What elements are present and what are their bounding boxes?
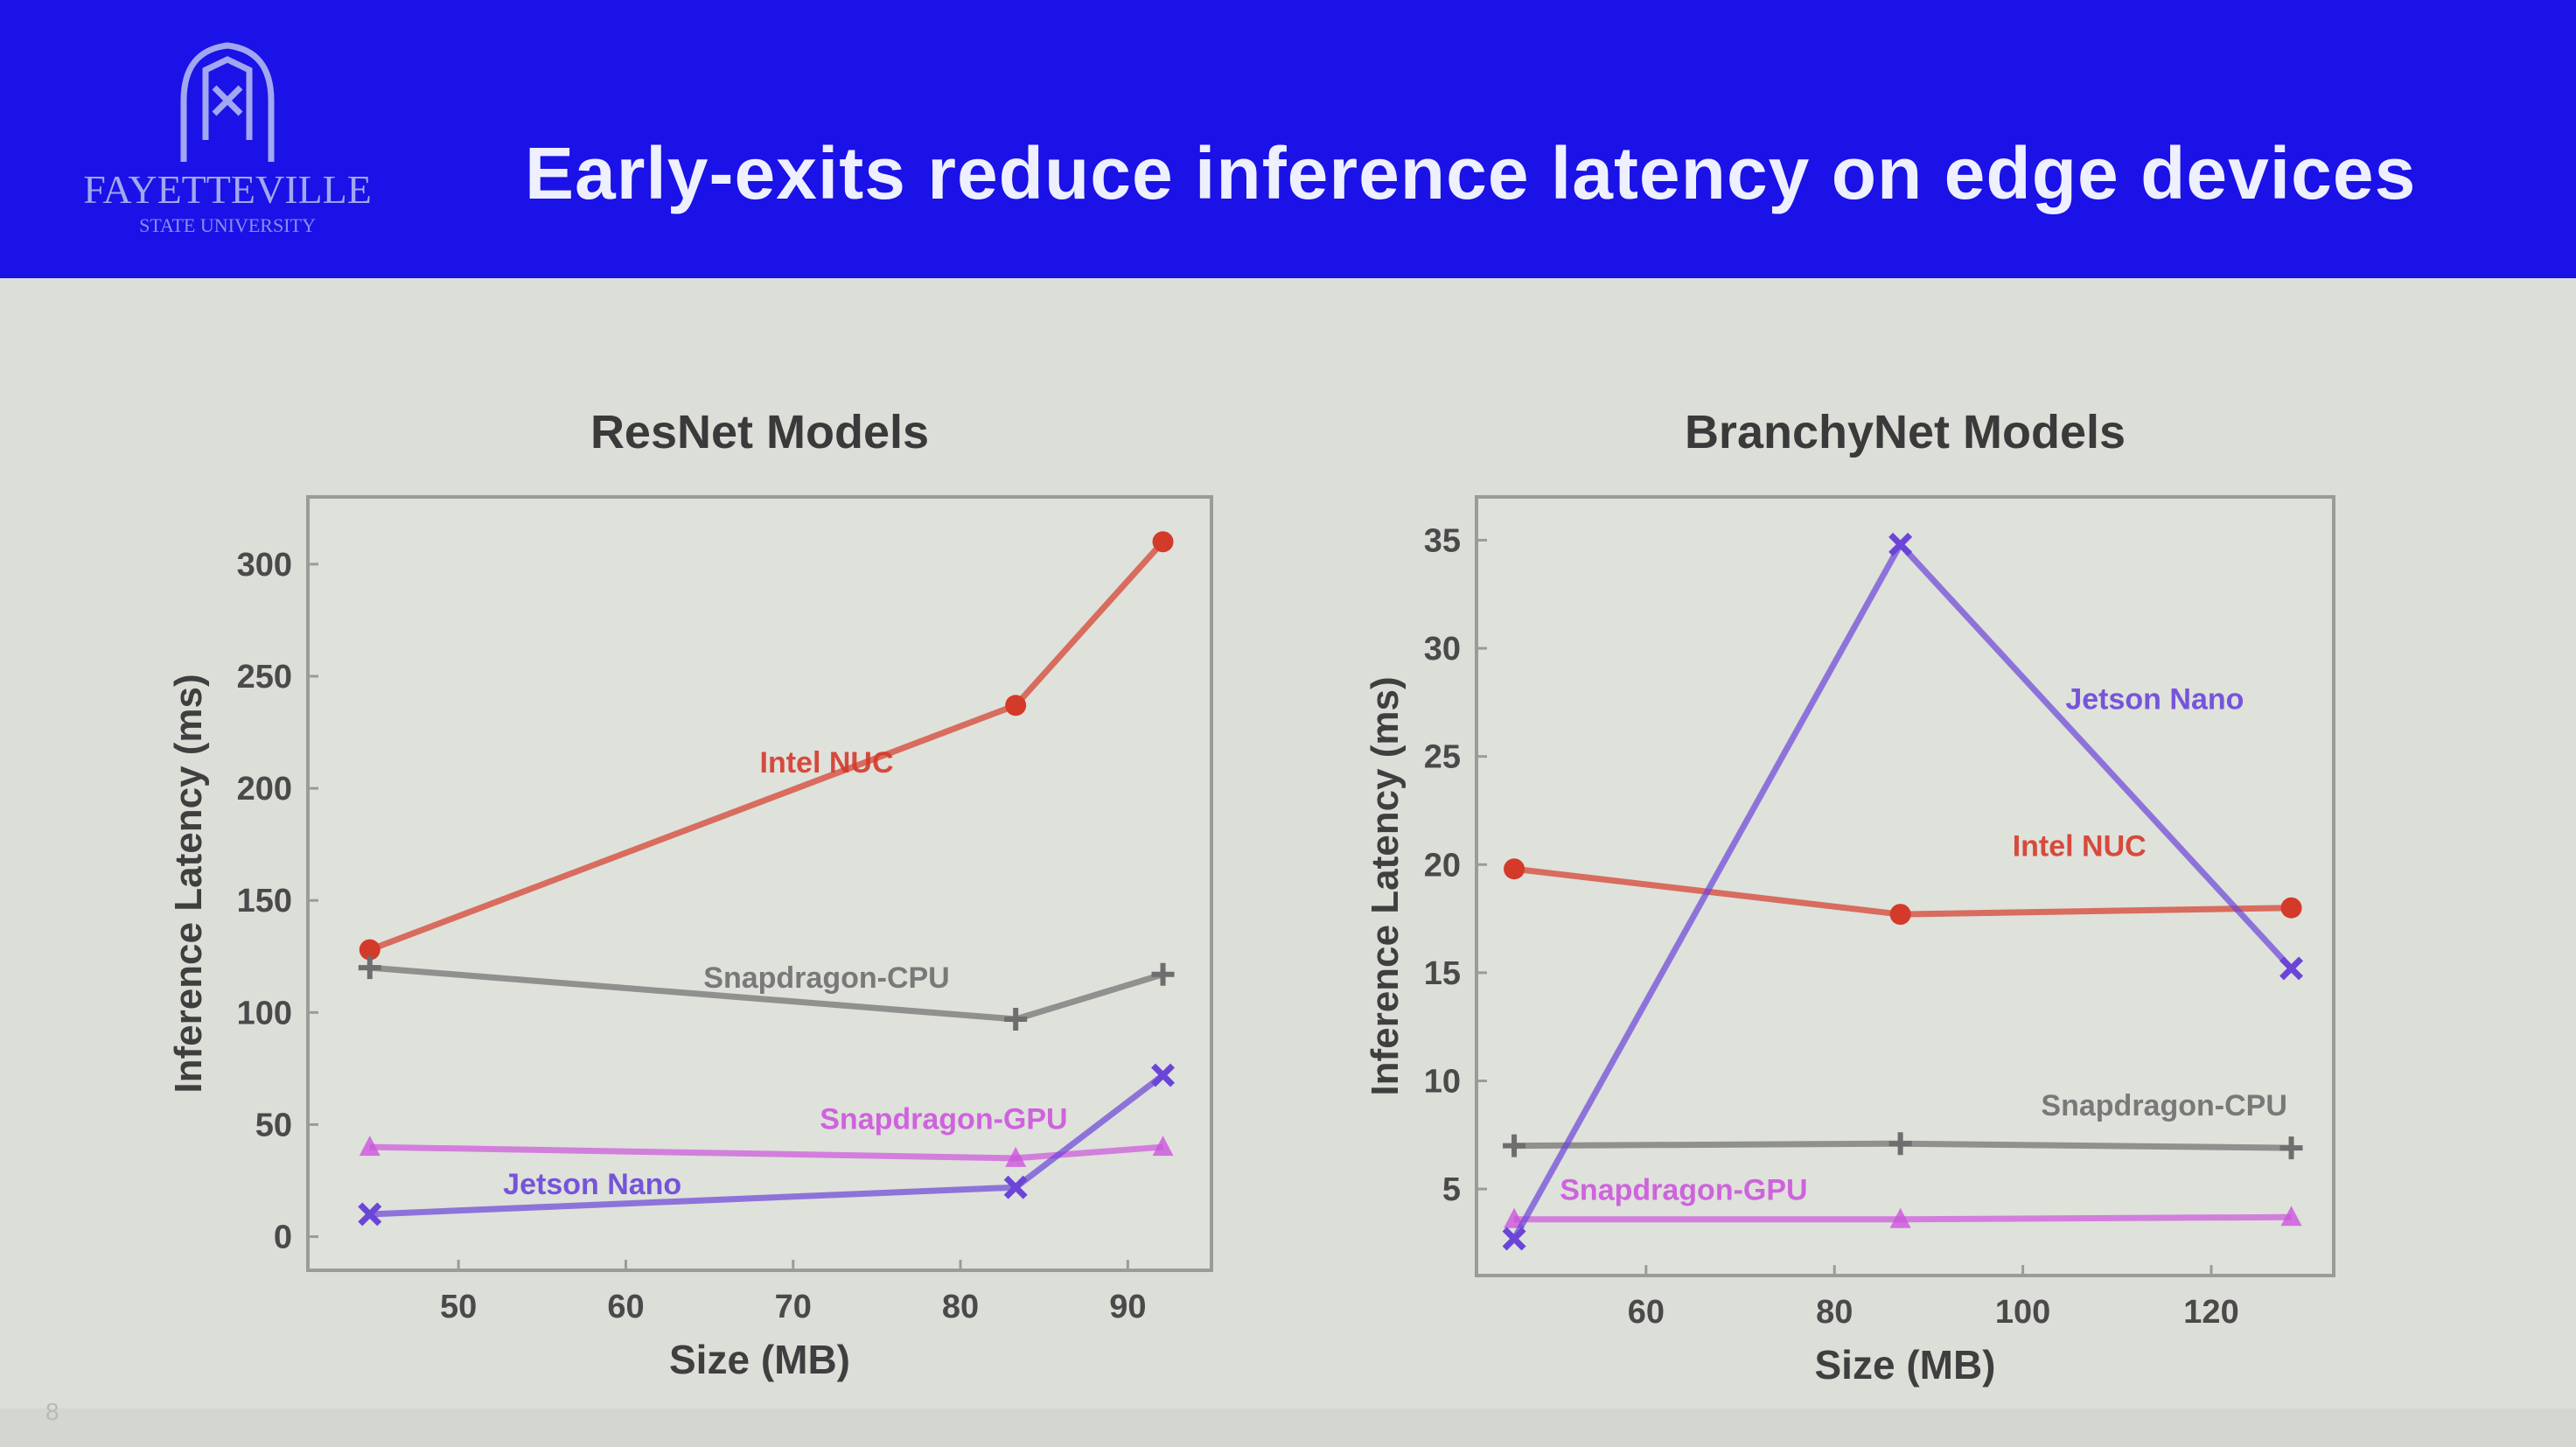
y-axis-label: Inference Latency (ms)	[1364, 676, 1407, 1095]
y-tick-label: 100	[237, 995, 292, 1031]
data-point	[2279, 956, 2304, 981]
x-tick-label: 60	[607, 1289, 644, 1325]
plot-frame	[1475, 495, 2335, 1277]
university-logo-icon	[180, 42, 275, 162]
data-point	[2280, 897, 2302, 919]
series-intel-nuc: Intel NUC	[359, 531, 1174, 961]
x-tick-label: 80	[1816, 1294, 1853, 1331]
x-axis-label: Size (MB)	[1815, 1342, 1996, 1388]
y-tick-label: 30	[1424, 631, 1461, 668]
y-tick-label: 200	[237, 771, 292, 807]
x-tick-label: 120	[2183, 1294, 2238, 1331]
data-point	[2279, 1136, 2303, 1160]
data-point	[2280, 1206, 2302, 1227]
data-point	[1004, 1008, 1028, 1031]
y-tick-label: 300	[237, 547, 292, 584]
data-point	[358, 956, 381, 980]
data-point	[1889, 1207, 1911, 1228]
y-tick-label: 35	[1424, 522, 1461, 559]
series-label: Intel NUC	[760, 746, 894, 779]
series-jetson-nano: Jetson Nano	[358, 1063, 1175, 1227]
series-snapdragon-gpu: Snapdragon-GPU	[359, 1103, 1174, 1167]
data-point	[1888, 532, 1913, 556]
series-snapdragon-gpu: Snapdragon-GPU	[1504, 1173, 2302, 1228]
y-tick-label: 25	[1424, 739, 1461, 776]
data-point	[1889, 904, 1911, 926]
y-tick-label: 15	[1424, 955, 1461, 992]
data-point	[1504, 1207, 1525, 1228]
x-tick-label: 60	[1628, 1294, 1665, 1331]
y-tick-label: 0	[274, 1220, 292, 1256]
series-label: Jetson Nano	[2065, 682, 2244, 716]
slide-number: 8	[45, 1398, 59, 1425]
series-label: Jetson Nano	[503, 1168, 681, 1201]
x-tick-label: 70	[775, 1289, 812, 1325]
series-label: Snapdragon-GPU	[820, 1103, 1067, 1136]
x-tick-label: 90	[1109, 1289, 1146, 1325]
y-tick-label: 150	[237, 883, 292, 919]
series-label: Snapdragon-GPU	[1560, 1173, 1807, 1206]
x-tick-label: 80	[942, 1289, 979, 1325]
series-label: Intel NUC	[2013, 829, 2147, 863]
logo-subtext: STATE UNIVERSITY	[139, 214, 316, 236]
y-tick-label: 20	[1424, 847, 1461, 884]
y-tick-label: 10	[1424, 1064, 1461, 1101]
data-point	[1502, 1227, 1526, 1251]
series-jetson-nano: Jetson Nano	[1502, 532, 2304, 1251]
data-point	[1151, 1063, 1175, 1087]
data-point	[359, 1136, 380, 1157]
series-snapdragon-cpu: Snapdragon-CPU	[1503, 1089, 2303, 1160]
y-tick-label: 250	[237, 659, 292, 696]
slide-header: FAYETTEVILLE STATE UNIVERSITY Early-exit…	[0, 0, 2576, 278]
logo-text: FAYETTEVILLE	[83, 167, 372, 212]
x-tick-label: 100	[1995, 1294, 2050, 1331]
data-point	[1005, 695, 1027, 717]
chart-0: ResNet Models 50 60 70 80 90 0 50 100 150 200 250 30…	[167, 406, 1213, 1382]
series-intel-nuc: Intel NUC	[1504, 829, 2302, 926]
data-point	[1503, 1134, 1526, 1157]
data-point	[358, 1202, 382, 1227]
data-point	[1005, 1146, 1027, 1167]
data-point	[1504, 858, 1525, 880]
data-point	[1151, 962, 1175, 986]
y-axis-label: Inference Latency (ms)	[167, 674, 210, 1093]
bottom-shade	[0, 1409, 2576, 1447]
university-logo: FAYETTEVILLE STATE UNIVERSITY	[83, 42, 372, 236]
chart-title: ResNet Models	[590, 406, 929, 458]
x-axis-label: Size (MB)	[669, 1337, 850, 1382]
data-point	[1888, 1132, 1912, 1156]
slide-title: Early-exits reduce inference latency on …	[525, 132, 2417, 214]
series-label: Snapdragon-CPU	[2041, 1089, 2286, 1122]
y-tick-label: 5	[1442, 1171, 1461, 1208]
data-point	[1152, 1136, 1174, 1157]
series-label: Snapdragon-CPU	[703, 961, 949, 995]
series-snapdragon-cpu: Snapdragon-CPU	[358, 956, 1175, 1031]
x-tick-label: 50	[440, 1289, 477, 1325]
chart-1: BranchyNet Models 60 80 100 120 5 10 15 20 25 30 35…	[1364, 406, 2335, 1388]
chart-title: BranchyNet Models	[1685, 406, 2126, 458]
data-point	[1152, 531, 1174, 553]
data-point	[1003, 1175, 1028, 1199]
y-tick-label: 50	[255, 1107, 292, 1143]
plot-frame	[306, 495, 1213, 1272]
data-point	[359, 939, 380, 961]
